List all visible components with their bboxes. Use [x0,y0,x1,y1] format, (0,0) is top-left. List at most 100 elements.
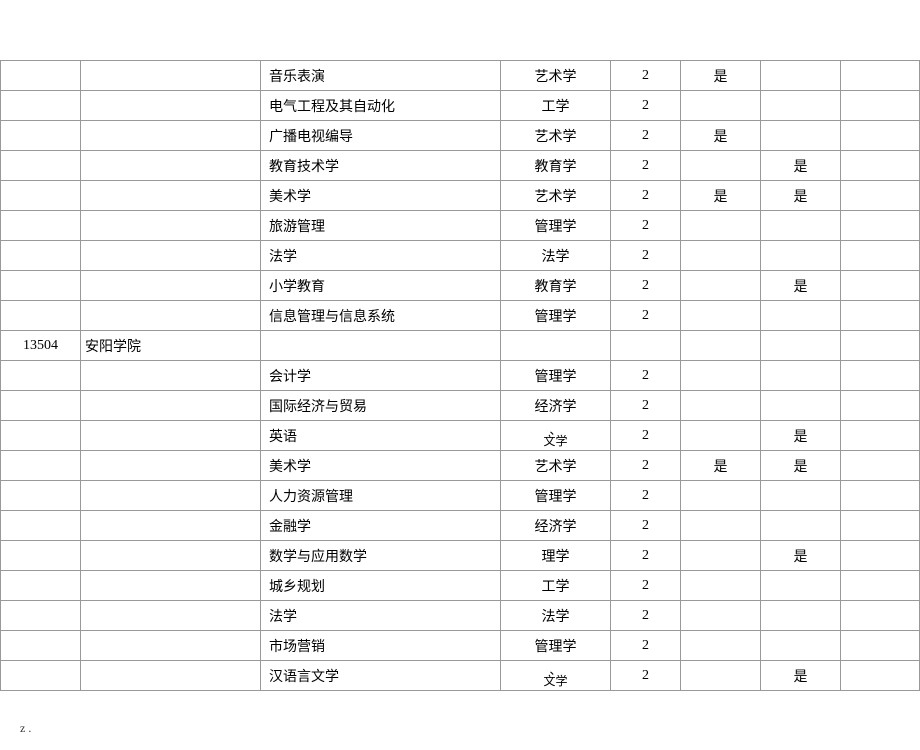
cell-flag1 [681,391,761,421]
cell-flag1: 是 [681,61,761,91]
cell-extra [841,661,920,691]
cell-school [81,661,261,691]
cell-flag2 [761,91,841,121]
cell-num: 2 [611,181,681,211]
cell-category: 法学 [501,601,611,631]
cell-flag1: 是 [681,451,761,481]
cell-flag2 [761,481,841,511]
cell-school [81,151,261,181]
cell-category: 理学 [501,541,611,571]
cell-school [81,211,261,241]
cell-major: 英语 [261,421,501,451]
cell-category: 经济学 [501,391,611,421]
cell-category: 法学 [501,241,611,271]
table-row: 信息管理与信息系统管理学2 [1,301,920,331]
cell-category: 教育学 [501,271,611,301]
cell-extra [841,541,920,571]
cell-flag1: 是 [681,121,761,151]
cell-extra [841,181,920,211]
cell-category: 管理学 [501,631,611,661]
cell-school [81,571,261,601]
cell-flag1 [681,91,761,121]
cell-extra [841,451,920,481]
cell-school [81,391,261,421]
cell-school [81,241,261,271]
table-row: 法学法学2 [1,241,920,271]
table-row: 汉语言文学、文学2是 [1,661,920,691]
cell-major: 法学 [261,601,501,631]
cell-num: 2 [611,571,681,601]
cell-category [501,331,611,361]
footer-text: z . [0,721,920,736]
cell-school [81,481,261,511]
cell-school [81,601,261,631]
cell-extra [841,211,920,241]
cell-school: 安阳学院 [81,331,261,361]
table-row: 美术学艺术学2是是 [1,451,920,481]
cell-major: 数学与应用数学 [261,541,501,571]
cell-code [1,601,81,631]
cell-num: 2 [611,241,681,271]
cell-code [1,91,81,121]
cell-flag2: 是 [761,151,841,181]
table-row: 电气工程及其自动化工学2 [1,91,920,121]
table-row: 城乡规划工学2 [1,571,920,601]
table-row: 金融学经济学2 [1,511,920,541]
cell-school [81,421,261,451]
table-row: 法学法学2 [1,601,920,631]
cell-major: 美术学 [261,451,501,481]
cell-flag2: 是 [761,451,841,481]
cell-flag2 [761,601,841,631]
cell-num: 2 [611,91,681,121]
cell-major: 城乡规划 [261,571,501,601]
cell-school [81,511,261,541]
cell-school [81,271,261,301]
cell-flag2 [761,121,841,151]
cell-category: 管理学 [501,301,611,331]
cell-code: 13504 [1,331,81,361]
cell-code [1,61,81,91]
cell-category: 经济学 [501,511,611,541]
cell-category: 管理学 [501,361,611,391]
cell-flag1 [681,151,761,181]
cell-num: 2 [611,211,681,241]
cell-num [611,331,681,361]
cell-major: 国际经济与贸易 [261,391,501,421]
cell-major: 美术学 [261,181,501,211]
cell-code [1,661,81,691]
cell-flag1 [681,331,761,361]
cell-flag2 [761,211,841,241]
cell-flag2 [761,571,841,601]
cell-flag2 [761,511,841,541]
cell-flag2 [761,331,841,361]
cell-category: 艺术学 [501,121,611,151]
cell-category: 、文学 [501,661,611,691]
cell-major: 市场营销 [261,631,501,661]
cell-num: 2 [611,421,681,451]
cell-flag2 [761,301,841,331]
cell-category: 艺术学 [501,451,611,481]
cell-major: 会计学 [261,361,501,391]
table-row: 旅游管理管理学2 [1,211,920,241]
table-row: 音乐表演艺术学2是 [1,61,920,91]
cell-flag1 [681,631,761,661]
cell-num: 2 [611,661,681,691]
cell-num: 2 [611,601,681,631]
cell-extra [841,361,920,391]
cell-extra [841,301,920,331]
cell-flag1 [681,601,761,631]
cell-category: 艺术学 [501,181,611,211]
cell-num: 2 [611,361,681,391]
cell-category: 管理学 [501,211,611,241]
table-body: 音乐表演艺术学2是电气工程及其自动化工学2广播电视编导艺术学2是教育技术学教育学… [1,61,920,691]
cell-school [81,451,261,481]
cell-flag1 [681,301,761,331]
cell-school [81,121,261,151]
cell-major: 信息管理与信息系统 [261,301,501,331]
cell-extra [841,481,920,511]
table-row: 市场营销管理学2 [1,631,920,661]
cell-code [1,211,81,241]
table-row: 英语、文学2是 [1,421,920,451]
cell-major: 小学教育 [261,271,501,301]
cell-flag1 [681,661,761,691]
